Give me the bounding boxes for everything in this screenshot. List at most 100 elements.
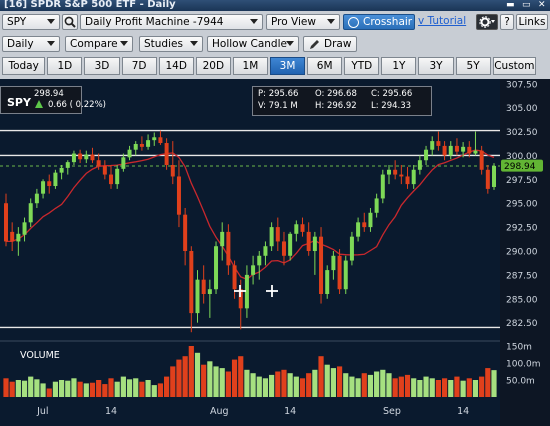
volume-bar	[145, 380, 151, 397]
candle-body	[312, 236, 317, 251]
candle-body	[53, 172, 58, 187]
candle-body	[430, 141, 435, 150]
range-tab-7d[interactable]: 7D	[121, 57, 157, 75]
y-tick-label: 300.00	[506, 152, 538, 162]
volume-bar	[361, 373, 367, 397]
candle-body	[479, 150, 484, 170]
volume-bar	[21, 380, 28, 397]
links-button[interactable]: Links	[516, 14, 548, 30]
range-tab-3m[interactable]: 3M	[270, 57, 306, 75]
volume-bar	[275, 371, 281, 397]
studies-select[interactable]: Studies	[139, 36, 203, 52]
view-select[interactable]: Pro View	[266, 14, 340, 30]
candle-body	[189, 251, 194, 314]
candle-body	[349, 236, 354, 261]
volume-bar	[367, 374, 374, 397]
candle-body	[467, 146, 472, 154]
volume-bar	[429, 378, 435, 397]
range-tab-20d[interactable]: 20D	[195, 57, 231, 75]
symbol-input[interactable]: SPY	[2, 14, 60, 30]
volume-bar	[46, 388, 52, 397]
volume-bar	[182, 356, 188, 397]
candle-body	[436, 141, 441, 146]
range-tab-1m[interactable]: 1M	[232, 57, 268, 75]
volume-bar	[299, 378, 306, 397]
chart-style-select[interactable]: Hollow Candle	[207, 36, 299, 52]
volume-bar	[207, 361, 213, 397]
volume-bar	[238, 356, 244, 397]
volume-bar	[231, 359, 238, 397]
range-tab-custom[interactable]: Custom	[492, 57, 536, 75]
minimize-button[interactable]: ▬	[506, 0, 515, 10]
candle-body	[71, 153, 76, 163]
candle-body	[325, 270, 330, 294]
candle-body	[319, 236, 324, 294]
tutorial-link[interactable]: v Tutorial	[418, 15, 467, 27]
y-tick-label: 307.50	[506, 80, 538, 90]
range-tab-today[interactable]: Today	[2, 57, 46, 75]
settings-button[interactable]	[476, 14, 498, 30]
volume-bar	[71, 378, 77, 397]
help-button[interactable]: ?	[500, 14, 514, 30]
quote-symbol: SPY	[7, 96, 31, 109]
candle-body	[176, 176, 181, 215]
range-tab-ytd[interactable]: YTD	[344, 57, 380, 75]
range-tab-1y[interactable]: 1Y	[381, 57, 417, 75]
window-title: [16] SPDR S&P 500 ETF - Daily	[4, 0, 176, 10]
candle-body	[133, 143, 138, 150]
candle-body	[238, 289, 243, 309]
volume-bar	[133, 378, 139, 397]
candle-body	[374, 198, 379, 213]
candle-body	[226, 231, 231, 266]
volume-bar	[126, 379, 133, 397]
range-tab-14d[interactable]: 14D	[158, 57, 194, 75]
candle-body	[10, 231, 15, 242]
ohlc-volume: V: 79.1 M	[258, 101, 298, 111]
search-button[interactable]	[62, 14, 78, 30]
volume-bar	[491, 370, 497, 397]
volume-bar	[330, 368, 336, 397]
volume-bar	[441, 378, 448, 397]
volume-bar	[466, 378, 472, 397]
candle-body	[257, 255, 262, 266]
close-button[interactable]: ✕	[538, 0, 546, 10]
candle-body	[195, 279, 200, 314]
volume-bar	[77, 381, 83, 397]
x-tick-label: 14	[457, 406, 469, 417]
period-select[interactable]: Daily	[2, 36, 60, 52]
range-tab-6m[interactable]: 6M	[307, 57, 343, 75]
compare-select[interactable]: Compare	[65, 36, 133, 52]
candle-body	[16, 233, 21, 242]
y-tick-label: 295.00	[506, 200, 538, 210]
layout-select[interactable]: Daily Profit Machine -7944	[80, 14, 263, 30]
y-tick-label: 305.00	[506, 104, 538, 114]
range-tab-5y[interactable]: 5Y	[455, 57, 491, 75]
candle-body	[356, 222, 361, 237]
candle-body	[84, 154, 89, 160]
range-tab-3d[interactable]: 3D	[84, 57, 120, 75]
volume-bar	[176, 359, 182, 397]
volume-bar	[28, 376, 34, 397]
candle-body	[214, 246, 219, 290]
candle-body	[343, 260, 348, 290]
volume-bar	[219, 368, 225, 397]
candle-body	[454, 145, 459, 152]
candle-body	[485, 169, 490, 189]
candle-body	[65, 162, 70, 168]
candle-body	[492, 165, 496, 187]
range-tab-1d[interactable]: 1D	[47, 57, 83, 75]
candle-body	[288, 233, 293, 256]
volume-bar	[281, 369, 287, 397]
draw-button[interactable]: Draw	[303, 36, 357, 52]
volume-bar	[417, 380, 423, 397]
volume-bar	[225, 371, 231, 397]
price-chart[interactable]: 307.50 305.00 302.50 300.00 297.50 295.00 292.…	[0, 79, 550, 426]
volume-bar	[3, 378, 9, 397]
quote-change: 0.66 ( 0.22%)	[48, 100, 106, 110]
maximize-button[interactable]: ▭	[522, 0, 531, 10]
crosshair-button[interactable]: Crosshair	[343, 14, 415, 30]
candle-body	[362, 222, 367, 228]
candle-body	[90, 154, 95, 161]
range-tab-3y[interactable]: 3Y	[418, 57, 454, 75]
candle-body	[201, 279, 206, 294]
